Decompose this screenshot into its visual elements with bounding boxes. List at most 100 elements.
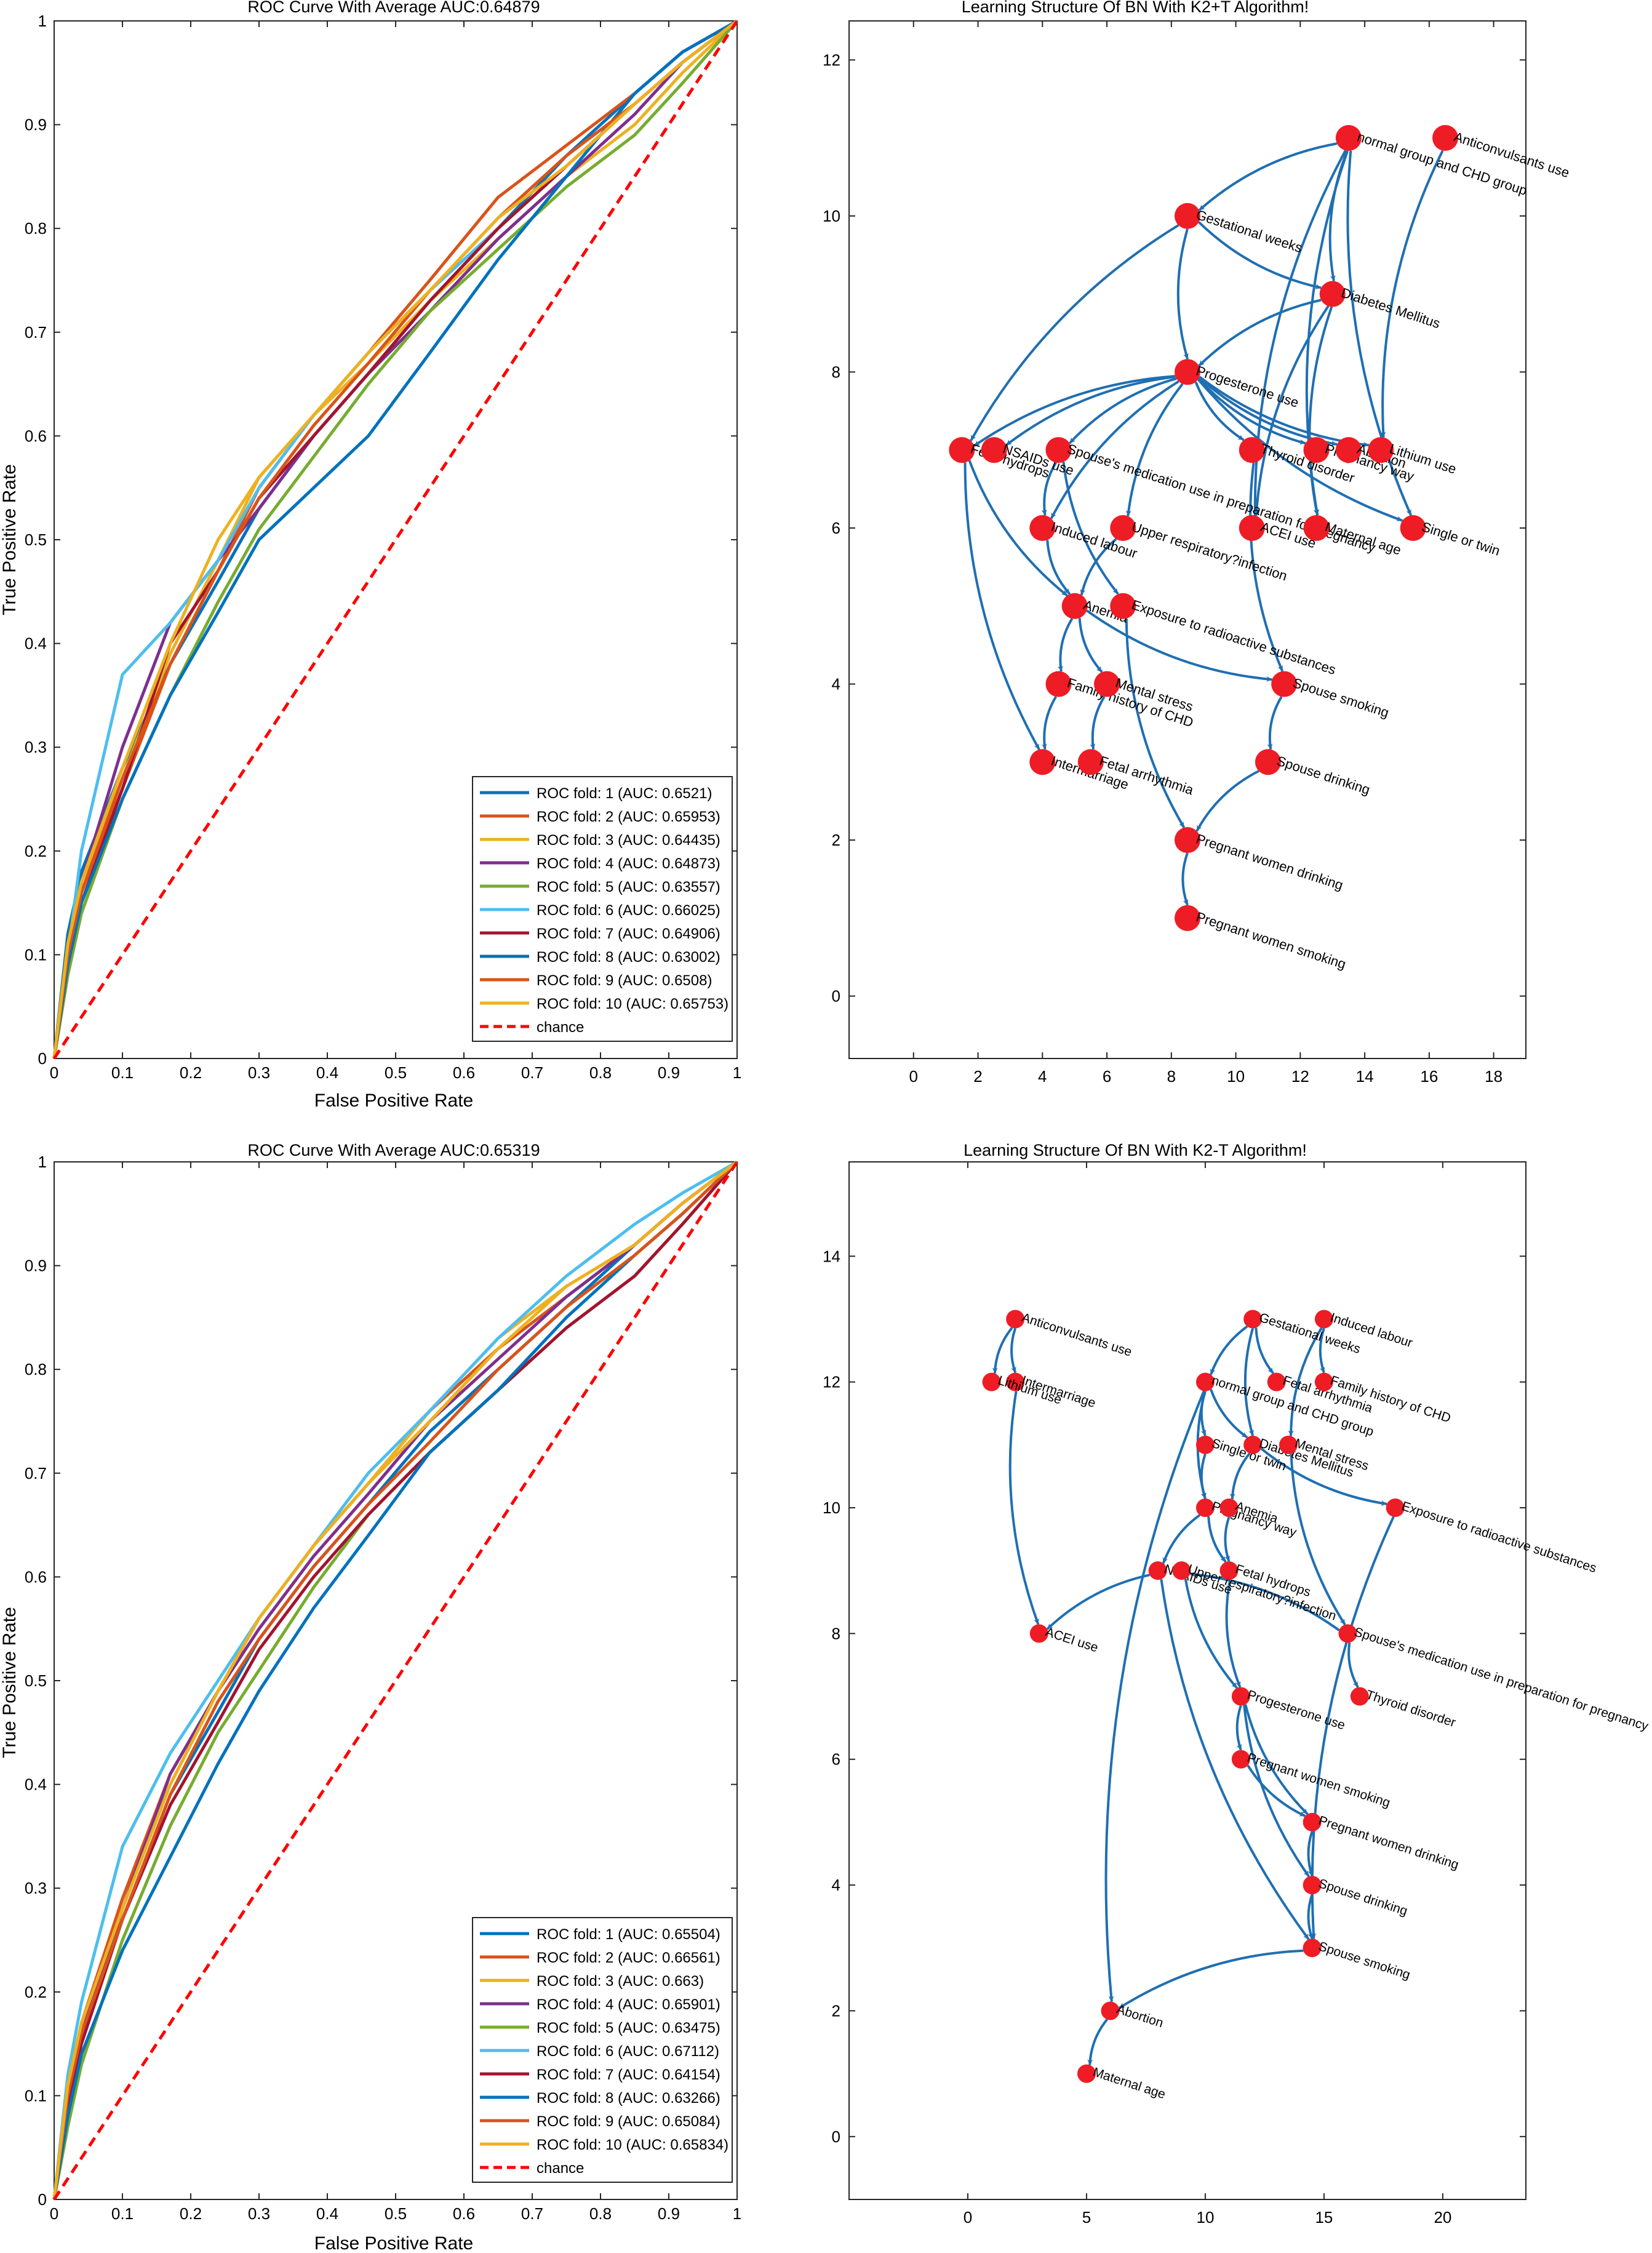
graph-edge <box>1267 696 1283 750</box>
graph-edge <box>1244 1704 1309 1815</box>
graph-node <box>1231 1687 1250 1706</box>
graph-edge <box>1210 1388 1248 1439</box>
graph-edge <box>1184 1579 1238 1689</box>
graph-node <box>1029 749 1056 775</box>
y-tick-label: 0.3 <box>25 1879 47 1897</box>
graph-node <box>981 437 1007 463</box>
graph-node <box>1303 437 1330 463</box>
graph-node <box>1219 1561 1239 1580</box>
plot-area <box>848 1161 1526 2200</box>
x-tick-label: 0.4 <box>316 1063 338 1082</box>
graph-edge <box>1162 1514 1201 1564</box>
graph-node <box>1077 2064 1096 2083</box>
y-tick-label: 10 <box>823 207 840 225</box>
graph-node <box>1077 749 1104 775</box>
graph-edge <box>1005 375 1176 446</box>
graph-edge <box>1347 1642 1359 1688</box>
graph-edge <box>1200 1454 1207 1499</box>
legend-entry: ROC fold: 1 (AUC: 0.65504) <box>537 1926 720 1943</box>
x-tick-label: 0 <box>909 1067 918 1086</box>
network-b-title: Learning Structure Of BN With K2-T Algor… <box>964 1141 1307 1159</box>
graph-edge <box>1194 381 1245 441</box>
graph-node <box>1267 1372 1286 1391</box>
series-line <box>52 20 738 1059</box>
x-tick-label: 20 <box>1434 2208 1451 2227</box>
graph-node <box>1175 202 1200 229</box>
graph-edge <box>1288 1327 1323 1436</box>
x-tick-label: 0.2 <box>180 1063 202 1082</box>
graph-node <box>1195 1372 1215 1391</box>
x-tick-label: 0 <box>964 2208 972 2227</box>
y-tick-label: 0.6 <box>25 426 47 445</box>
graph-node <box>1368 437 1394 463</box>
legend-entry: ROC fold: 8 (AUC: 0.63002) <box>537 949 720 966</box>
graph-node <box>1029 1624 1048 1643</box>
y-tick-label: 0.9 <box>25 116 47 134</box>
legend-entry: ROC fold: 4 (AUC: 0.64873) <box>537 855 720 872</box>
graph-edge <box>1046 1574 1150 1630</box>
graph-node <box>1255 749 1281 775</box>
graph-edge <box>1058 618 1074 672</box>
graph-node <box>1110 593 1136 619</box>
graph-node <box>1110 514 1136 541</box>
graph-node <box>949 437 975 463</box>
legend-entry: ROC fold: 5 (AUC: 0.63557) <box>537 879 720 895</box>
graph-node <box>1335 437 1362 463</box>
graph-node <box>1243 1435 1263 1454</box>
graph-edge <box>1068 377 1177 444</box>
x-tick-label: 0.9 <box>658 1063 680 1082</box>
graph-node <box>1231 1750 1250 1769</box>
y-tick-label: 0.5 <box>25 1671 47 1690</box>
y-tick-label: 2 <box>832 831 840 849</box>
y-tick-label: 0.3 <box>25 738 47 756</box>
graph-node <box>1314 1372 1333 1391</box>
graph-edge <box>1090 696 1106 750</box>
roc-b-ylabel: True Positive Rate <box>0 1607 20 1758</box>
y-tick-label: 0.5 <box>25 530 47 549</box>
graph-edge <box>973 375 1176 447</box>
graph-edge <box>1104 1390 1205 2002</box>
graph-edge <box>1041 462 1057 516</box>
graph-node <box>1175 359 1200 385</box>
graph-edge <box>1181 852 1189 906</box>
graph-node <box>1271 671 1298 697</box>
series-line <box>52 1161 738 2200</box>
graph-node <box>1350 1687 1369 1706</box>
graph-edge <box>1229 1452 1251 1500</box>
network-panel-a: Learning Structure Of BN With K2+T Algor… <box>823 0 1571 1086</box>
graph-node <box>1045 437 1072 463</box>
legend-entry: ROC fold: 10 (AUC: 0.65834) <box>537 2137 728 2153</box>
graph-edge <box>1010 1327 1017 1374</box>
x-tick-label: 0.3 <box>248 2204 270 2223</box>
x-tick-label: 12 <box>1291 1067 1309 1086</box>
graph-edge <box>1195 770 1259 832</box>
legend-entry: ROC fold: 6 (AUC: 0.66025) <box>537 902 720 919</box>
graph-edge <box>1198 298 1322 367</box>
graph-node <box>1029 514 1056 541</box>
graph-edge <box>1249 462 1284 672</box>
x-tick-label: 4 <box>1038 1067 1047 1086</box>
graph-edge <box>1190 1571 1340 1631</box>
graph-edge <box>1247 1764 1306 1817</box>
graph-node <box>1045 671 1072 697</box>
graph-node <box>1219 1499 1239 1517</box>
y-tick-label: 6 <box>832 519 840 537</box>
y-tick-label: 0 <box>38 2190 47 2209</box>
x-tick-label: 0 <box>50 2204 58 2223</box>
series-line <box>52 1161 738 2200</box>
graph-edge <box>992 1327 1013 1374</box>
graph-node <box>1195 1499 1215 1517</box>
graph-edge <box>1308 306 1333 516</box>
series-line <box>52 1161 738 2200</box>
graph-edge <box>1062 462 1119 595</box>
network-panel-b: Learning Structure Of BN With K2-T Algor… <box>823 1141 1650 2227</box>
y-tick-label: 0 <box>832 987 840 1006</box>
legend-entry: ROC fold: 7 (AUC: 0.64154) <box>537 2067 720 2083</box>
graph-edge <box>1235 1705 1242 1751</box>
x-tick-label: 0.6 <box>453 1063 475 1082</box>
x-tick-label: 18 <box>1485 1067 1502 1086</box>
series-line <box>52 20 738 1059</box>
legend-entry: ROC fold: 1 (AUC: 0.6521) <box>537 785 712 802</box>
graph-edge <box>1198 142 1338 212</box>
x-tick-label: 0.1 <box>111 2204 134 2223</box>
